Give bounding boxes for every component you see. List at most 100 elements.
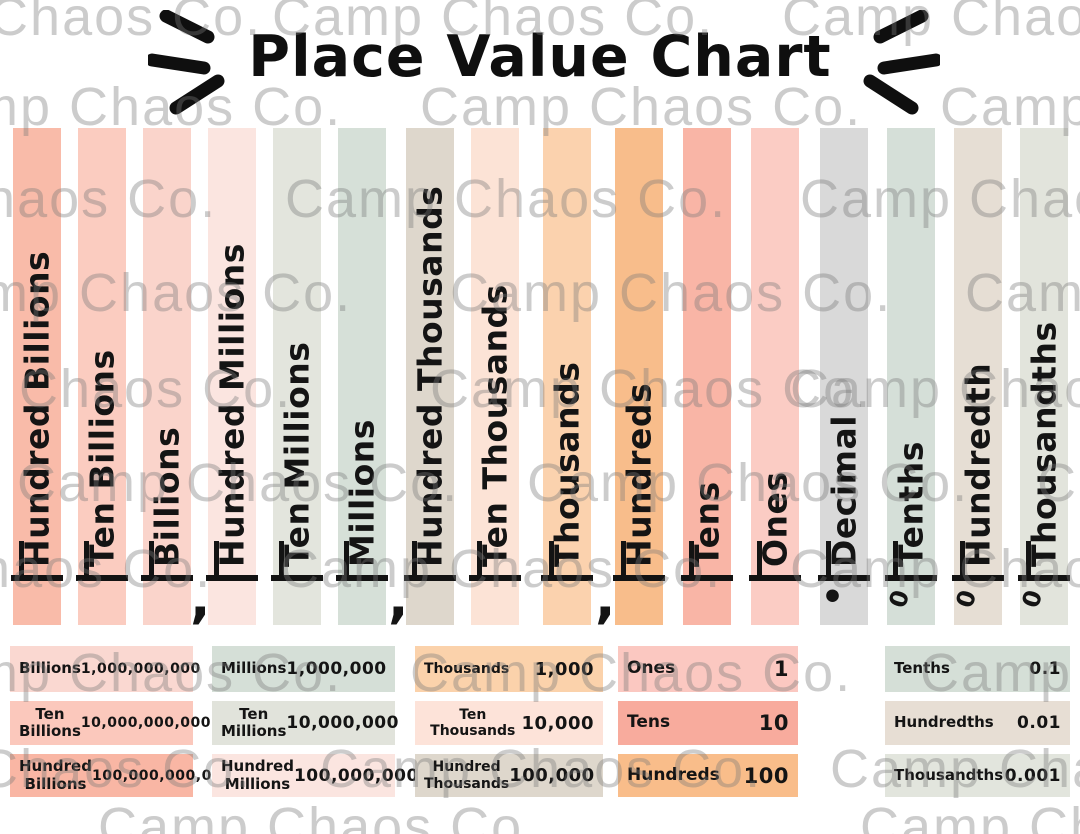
write-line — [141, 575, 193, 581]
reference-value: 0.001 — [1004, 765, 1061, 786]
label-tick — [621, 541, 626, 575]
column-billions: Billions — [141, 128, 193, 625]
reference-value: 10,000,000 — [286, 713, 399, 733]
reference-label: Ten Millions — [221, 704, 287, 740]
column-millions: Millions — [336, 128, 388, 625]
reference-label: Hundred Thousands — [424, 759, 510, 792]
reference-value: 100 — [743, 763, 789, 788]
reference-label: Tens — [627, 712, 671, 733]
column-label: Hundreds — [619, 382, 659, 567]
reference-box-tenths: Tenths 0.1 — [885, 646, 1070, 692]
column-ten-billions: Ten Billions — [76, 128, 128, 625]
write-line — [11, 575, 63, 581]
reference-value: 10,000 — [521, 712, 594, 734]
reference-box-billions: Billions 1,000,000,000 — [10, 646, 200, 692]
column-label: Ten Millions — [277, 341, 317, 567]
reference-box-thousands: Thousands 1,000 — [415, 646, 603, 692]
reference-label: Ten Billions — [19, 704, 81, 740]
label-tick — [279, 541, 284, 575]
column-ten-millions: Ten Millions — [271, 128, 323, 625]
label-tick — [549, 541, 554, 575]
reference-box-ten-billions: Ten Billions 10,000,000,000 — [10, 701, 211, 745]
label-tick — [149, 541, 154, 575]
reference-value: 10 — [758, 711, 789, 735]
reference-value: 0.1 — [1029, 659, 1061, 679]
write-line — [336, 575, 388, 581]
label-tick — [84, 541, 89, 575]
label-tick — [214, 541, 219, 575]
column-tenths: Tenths — [885, 128, 937, 625]
reference-label: Ten Thousands — [430, 706, 516, 739]
reference-value: 10,000,000,000 — [80, 715, 212, 731]
label-tick — [19, 541, 24, 575]
label-tick — [1026, 541, 1031, 575]
column-label: Hundred Thousands — [410, 185, 450, 567]
write-line — [1018, 575, 1070, 581]
watermark-text: Camp Chaos Co. — [98, 797, 541, 834]
reference-label: Ones — [627, 658, 676, 679]
reference-box-millions: Millions 1,000,000 — [212, 646, 395, 692]
write-line — [613, 575, 665, 581]
column-ones: Ones — [749, 128, 801, 625]
column-label: Hundred Millions — [212, 243, 252, 567]
write-line — [206, 575, 258, 581]
label-tick — [412, 541, 417, 575]
column-label: Thousandths — [1024, 321, 1064, 567]
reference-box-thousandths: Thousandths 0.001 — [885, 754, 1070, 797]
comma-after-thousands: , — [595, 567, 616, 630]
label-tick — [689, 541, 694, 575]
reference-box-hundred-billions: Hundred Billions 100,000,000,000 — [10, 754, 232, 797]
comma-after-millions: , — [388, 567, 409, 630]
column-label: Millions — [342, 419, 382, 567]
watermark-text: Camp Chaos Co. — [860, 797, 1080, 834]
label-tick — [344, 541, 349, 575]
reference-label: Hundredths — [894, 713, 994, 732]
label-tick — [757, 541, 762, 575]
write-line — [885, 575, 937, 581]
reference-box-hundredths: Hundredths 0.01 — [885, 701, 1070, 745]
reference-value: 1 — [773, 657, 789, 681]
decimal-point-icon: • — [821, 577, 845, 618]
column-hundredths: Hundredth — [952, 128, 1004, 625]
column-tens: Tens — [681, 128, 733, 625]
column-hundreds: Hundreds — [613, 128, 665, 625]
reference-label: Thousandths — [894, 765, 1004, 784]
column-label: Hundred Billions — [17, 250, 57, 567]
column-label: Decimal — [824, 414, 864, 567]
write-line — [76, 575, 128, 581]
title-sparkle-left-icon — [148, 10, 225, 115]
reference-value: 0.01 — [1017, 713, 1061, 733]
write-line — [469, 575, 521, 581]
reference-box-ones: Ones 1 — [618, 646, 798, 692]
column-label: Thousands — [547, 361, 587, 567]
column-ten-thousands: Ten Thousands — [469, 128, 521, 625]
reference-box-ten-millions: Ten Millions 10,000,000 — [212, 701, 398, 745]
column-decimal: Decimal — [818, 128, 870, 625]
column-label: Tens — [687, 481, 727, 567]
reference-label: Millions — [221, 659, 287, 678]
reference-value: 100,000,000 — [293, 765, 419, 786]
column-thousands: Thousands — [541, 128, 593, 625]
reference-box-hundred-thousands: Hundred Thousands 100,000 — [415, 754, 603, 797]
label-tick — [826, 541, 831, 575]
label-tick — [893, 541, 898, 575]
reference-value: 1,000,000 — [286, 659, 387, 679]
write-line — [818, 575, 870, 581]
column-label: Ten Thousands — [475, 284, 515, 567]
column-thousandths: Thousandths — [1018, 128, 1070, 625]
write-line — [952, 575, 1004, 581]
page-title: Place Value Chart — [248, 24, 832, 90]
reference-label: Thousands — [424, 660, 510, 677]
reference-value: 100,000 — [509, 765, 595, 786]
write-line — [749, 575, 801, 581]
write-line — [271, 575, 323, 581]
reference-box-hundreds: Hundreds 100 — [618, 754, 798, 797]
write-line — [404, 575, 456, 581]
reference-value: 1,000,000,000 — [80, 661, 201, 677]
label-tick — [960, 541, 965, 575]
column-hundred-millions: Hundred Millions — [206, 128, 258, 625]
column-hundred-thousands: Hundred Thousands — [404, 128, 456, 625]
reference-box-tens: Tens 10 — [618, 701, 798, 745]
reference-label: Billions — [19, 659, 81, 678]
